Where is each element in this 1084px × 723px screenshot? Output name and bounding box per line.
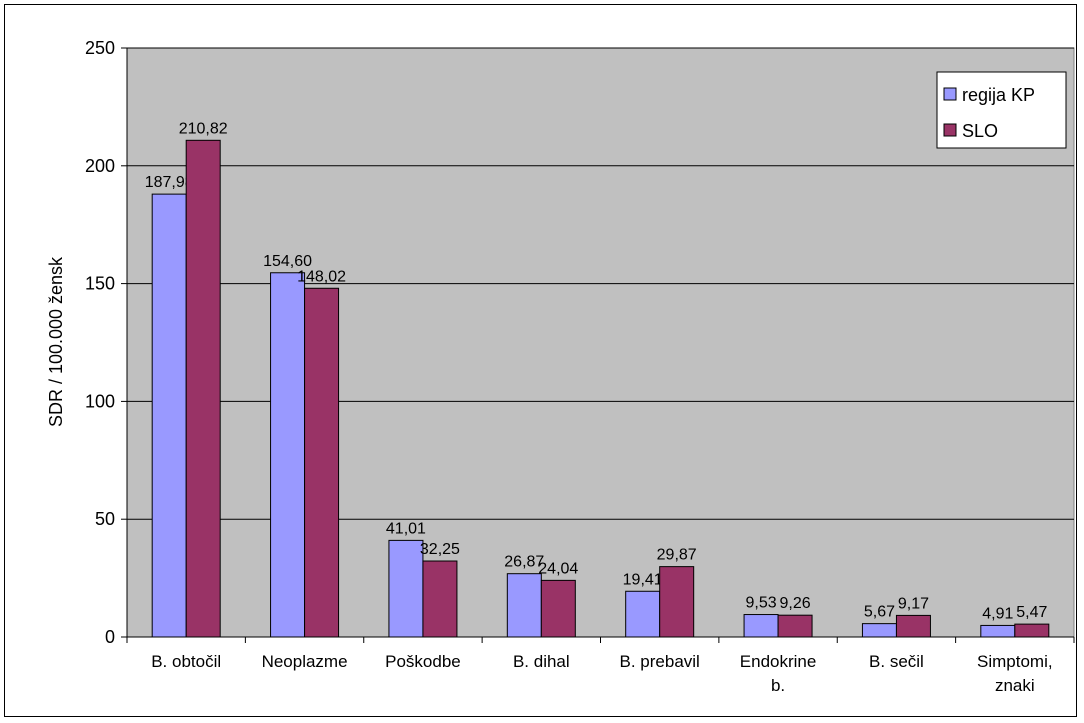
- x-category-label: Endokrine: [740, 652, 817, 671]
- x-category-label: b.: [771, 676, 785, 695]
- data-label: 32,25: [420, 541, 460, 558]
- plot-background: [126, 47, 1075, 638]
- bar-slo: [304, 287, 340, 638]
- data-label: 5,47: [1016, 604, 1047, 621]
- legend-label: regija KP: [962, 85, 1035, 105]
- bar-regija-kp: [861, 623, 897, 638]
- x-category-label: B. obtočil: [151, 652, 221, 671]
- bar-slo: [659, 566, 695, 638]
- y-tick-label: 50: [95, 509, 115, 529]
- plot-area: 0 50 100 150 200 250 187,98 210,82 B. obtočil 154…: [85, 38, 1075, 695]
- data-label: 187,98: [145, 174, 194, 191]
- y-tick-label: 150: [85, 274, 115, 294]
- x-category-label: Simptomi,: [977, 652, 1053, 671]
- data-label: 26,87: [504, 554, 544, 571]
- data-label: 41,01: [386, 520, 426, 537]
- legend: regija KP SLO: [936, 71, 1067, 149]
- bar-regija-kp: [270, 272, 306, 638]
- data-label: 19,41: [623, 571, 663, 588]
- data-label: 29,87: [657, 547, 697, 564]
- bar-regija-kp: [506, 573, 542, 638]
- bar-slo: [185, 139, 221, 638]
- x-category-label: B. sečil: [869, 652, 924, 671]
- bar-regija-kp: [980, 624, 1016, 638]
- data-label: 210,82: [179, 120, 228, 137]
- legend-box: [936, 71, 1067, 149]
- bar-regija-kp: [388, 539, 424, 638]
- legend-swatch: [943, 123, 957, 137]
- data-label: 24,04: [538, 560, 578, 577]
- bar-slo: [540, 579, 576, 638]
- x-category-label: Neoplazme: [262, 652, 348, 671]
- data-label: 9,17: [898, 595, 929, 612]
- bar-regija-kp: [625, 590, 661, 638]
- data-label: 4,91: [982, 605, 1013, 622]
- data-label: 9,53: [745, 595, 776, 612]
- legend-swatch: [943, 87, 957, 101]
- x-category-label: Poškodbe: [385, 652, 461, 671]
- bar-regija-kp: [151, 193, 187, 638]
- bar-slo: [422, 560, 458, 638]
- bar-slo: [895, 614, 931, 638]
- bar-regija-kp: [743, 614, 779, 638]
- legend-label: SLO: [962, 121, 998, 141]
- bar-slo: [777, 614, 813, 638]
- y-axis-title: SDR / 100.000 žensk: [46, 256, 66, 427]
- x-category-label: znaki: [995, 676, 1035, 695]
- x-category-label: B. prebavil: [620, 652, 700, 671]
- data-label: 5,67: [864, 604, 895, 621]
- bar-slo: [1014, 623, 1050, 638]
- y-tick-label: 200: [85, 156, 115, 176]
- x-category-label: B. dihal: [513, 652, 570, 671]
- data-label: 148,02: [297, 268, 346, 285]
- data-label: 154,60: [263, 253, 312, 270]
- y-tick-label: 0: [105, 627, 115, 647]
- y-tick-label: 250: [85, 38, 115, 58]
- data-label: 9,26: [779, 595, 810, 612]
- y-tick-label: 100: [85, 391, 115, 411]
